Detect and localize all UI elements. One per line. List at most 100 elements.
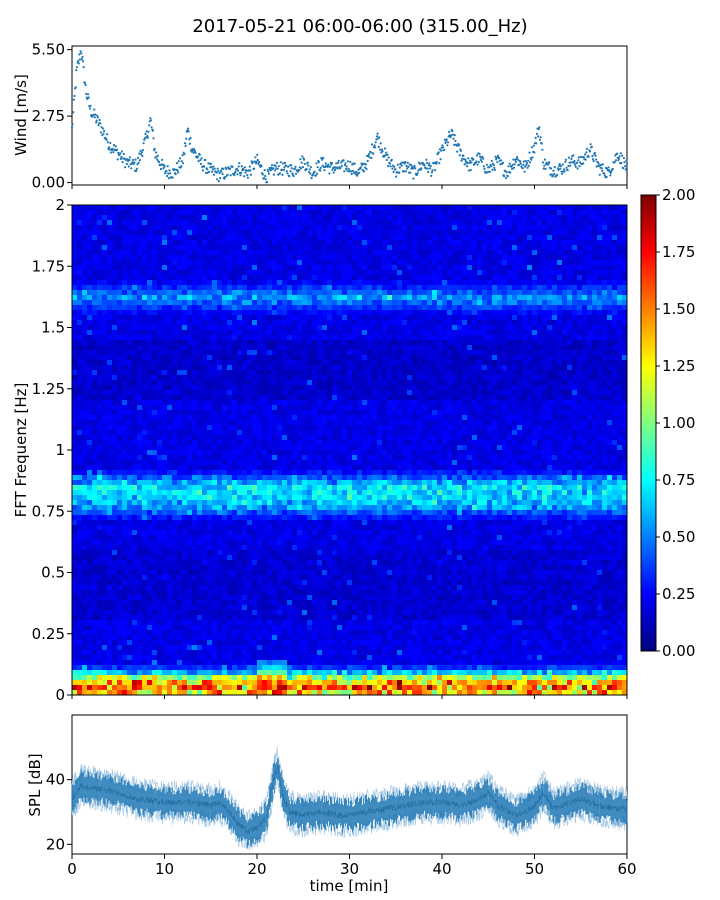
spectrogram-cell	[112, 235, 118, 241]
wind-point	[478, 152, 481, 155]
spectrogram-cell	[122, 500, 128, 506]
spectrogram-cell	[262, 440, 268, 446]
spectrogram-cell	[102, 230, 108, 236]
spectrogram-cell	[97, 310, 103, 316]
spectrogram-cell	[82, 585, 88, 591]
wind-point	[114, 145, 117, 148]
spectrogram-cell	[167, 625, 173, 631]
spectrogram-cell	[267, 605, 273, 611]
spectrogram-cell	[147, 595, 153, 601]
spectrogram-cell	[212, 525, 218, 531]
spectrogram-cell	[252, 555, 258, 561]
spectrogram-cell	[97, 435, 103, 441]
spectrogram-cell	[192, 330, 198, 336]
spectrogram-cell	[217, 485, 223, 491]
spectrogram-cell	[187, 645, 193, 651]
spectrogram-cell	[257, 690, 263, 696]
spectrogram-cell	[92, 270, 98, 276]
wind-point	[560, 170, 563, 173]
spectrogram-cell	[92, 590, 98, 596]
wind-point	[119, 152, 122, 155]
spectrogram-cell	[247, 550, 253, 556]
spectrogram-cell	[137, 525, 143, 531]
spectrogram-cell	[237, 690, 243, 696]
spectrogram-cell	[212, 585, 218, 591]
spectrogram-cell	[112, 285, 118, 291]
spectrogram-cell	[132, 285, 138, 291]
wind-point	[157, 161, 161, 164]
spectrogram-cell	[127, 210, 133, 216]
spectrogram-cell	[177, 265, 183, 271]
spectrogram-cell	[202, 380, 208, 386]
spectrogram-cell	[132, 380, 138, 386]
spectrogram-cell	[202, 440, 208, 446]
spectrogram-cell	[272, 240, 278, 246]
spectrogram-cell	[257, 665, 263, 671]
spectrogram-cell	[122, 555, 128, 561]
spectrogram-cell	[272, 215, 278, 221]
spectrogram-cell	[257, 390, 263, 396]
spectrogram-cell	[207, 330, 213, 336]
spectrogram-cell	[132, 550, 138, 556]
spectrogram-cell	[112, 655, 118, 661]
spectrogram-cell	[247, 435, 253, 441]
wind-point	[85, 92, 88, 95]
spectrogram-cell	[277, 465, 283, 471]
spectrogram-cell	[252, 470, 258, 476]
spectrogram-cell	[222, 220, 228, 226]
spectrogram-cell	[122, 275, 128, 281]
spectrogram-cell	[157, 380, 163, 386]
spectrogram-cell	[122, 530, 128, 536]
spectrogram-cell	[92, 355, 98, 361]
spectrogram-cell	[187, 590, 193, 596]
spectrogram-cell	[157, 670, 163, 676]
spectrogram-cell	[92, 425, 98, 431]
spectrogram-cell	[162, 205, 168, 211]
spectrogram-cell	[222, 415, 228, 421]
spectrogram-cell	[207, 440, 213, 446]
wind-point	[282, 162, 285, 165]
spectrogram-cell	[142, 435, 148, 441]
wind-point	[103, 129, 106, 133]
spectrogram-cell	[192, 535, 198, 541]
spectrogram-cell	[237, 375, 243, 381]
wind-point	[607, 166, 610, 169]
spectrogram-cell	[222, 625, 228, 631]
wind-point	[479, 158, 482, 162]
spectrogram-cell	[217, 290, 223, 296]
spectrogram-cell	[72, 390, 78, 396]
spectrogram-cell	[242, 320, 248, 326]
spectrogram-cell	[192, 460, 198, 466]
spectrogram-cell	[72, 675, 78, 681]
spectrogram-cell	[107, 575, 113, 581]
spectrogram-cell	[107, 515, 113, 521]
wind-point	[388, 162, 391, 165]
spectrogram-cell	[267, 270, 273, 276]
spectrogram-cell	[122, 410, 128, 416]
spectrogram-cell	[232, 635, 238, 641]
spectrogram-cell	[192, 620, 198, 626]
spectrogram-cell	[262, 370, 268, 376]
spectrogram-cell	[112, 290, 118, 296]
wind-point	[370, 156, 373, 160]
spectrogram-cell	[177, 415, 183, 421]
wind-point	[88, 107, 91, 110]
spectrogram-cell	[172, 625, 178, 631]
spectrogram-cell	[132, 370, 138, 376]
spectrogram-cell	[182, 560, 188, 566]
spectrogram-cell	[102, 255, 108, 261]
spectrogram-cell	[247, 225, 253, 231]
wind-point	[448, 130, 451, 133]
spectrogram-cell	[92, 410, 98, 416]
wind-point	[570, 157, 573, 161]
spectrogram-cell	[272, 420, 278, 426]
spectrogram-cell	[162, 345, 168, 351]
spectrogram-cell	[247, 575, 253, 581]
spectrogram-cell	[197, 580, 203, 586]
spectrogram-cell	[227, 635, 233, 641]
spectrogram-cell	[262, 390, 268, 396]
spectrogram-cell	[142, 350, 148, 356]
spectrogram-cell	[107, 350, 113, 356]
wind-point	[233, 174, 236, 177]
spectrogram-cell	[237, 280, 243, 286]
